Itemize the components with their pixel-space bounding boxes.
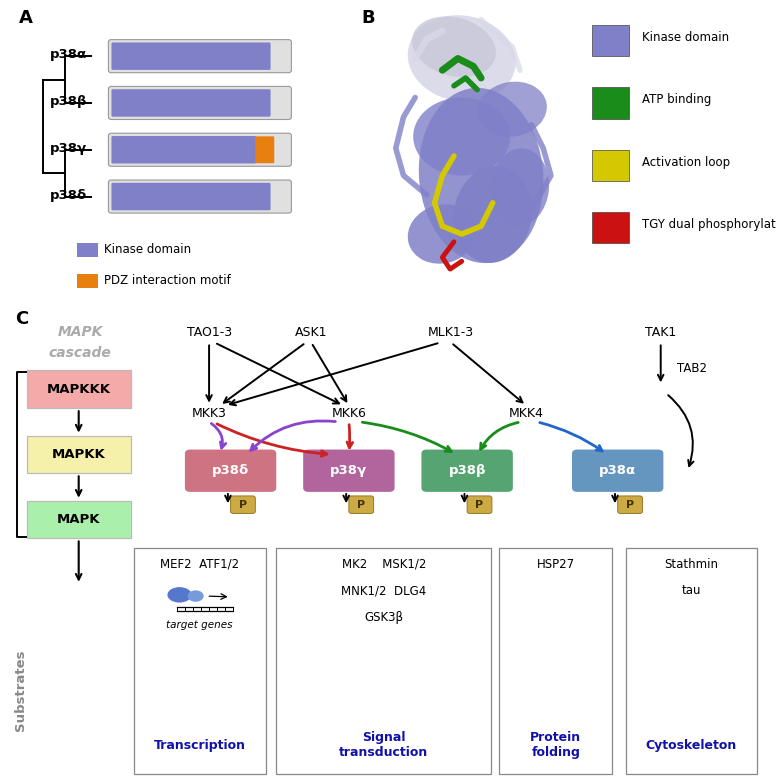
Text: ATP binding: ATP binding — [642, 94, 712, 106]
Ellipse shape — [454, 166, 532, 263]
Text: Transcription: Transcription — [154, 739, 245, 752]
FancyBboxPatch shape — [27, 435, 130, 473]
Text: Stathmin: Stathmin — [664, 558, 719, 571]
FancyBboxPatch shape — [591, 25, 629, 56]
Text: Kinase domain: Kinase domain — [104, 243, 191, 256]
FancyBboxPatch shape — [77, 243, 99, 257]
Text: p38γ: p38γ — [331, 464, 367, 477]
Ellipse shape — [188, 590, 203, 601]
FancyBboxPatch shape — [572, 449, 663, 492]
FancyBboxPatch shape — [112, 183, 271, 211]
FancyBboxPatch shape — [500, 548, 612, 774]
Text: Kinase domain: Kinase domain — [642, 31, 729, 44]
FancyBboxPatch shape — [303, 449, 394, 492]
Ellipse shape — [477, 82, 547, 136]
Text: cascade: cascade — [49, 346, 112, 360]
Text: p38β: p38β — [449, 464, 486, 477]
FancyBboxPatch shape — [625, 548, 757, 774]
Text: p38δ: p38δ — [212, 464, 249, 477]
FancyBboxPatch shape — [230, 496, 255, 513]
Text: p38β: p38β — [50, 95, 87, 108]
Text: Protein
folding: Protein folding — [530, 732, 581, 760]
FancyBboxPatch shape — [112, 89, 271, 117]
Text: P: P — [476, 500, 483, 510]
Ellipse shape — [407, 204, 477, 264]
FancyBboxPatch shape — [349, 496, 373, 513]
Text: Activation loop: Activation loop — [642, 156, 730, 168]
Text: TAK1: TAK1 — [645, 326, 677, 339]
Text: MEF2  ATF1/2: MEF2 ATF1/2 — [160, 558, 239, 571]
FancyBboxPatch shape — [109, 40, 292, 73]
Text: MNK1/2  DLG4: MNK1/2 DLG4 — [341, 584, 427, 597]
FancyBboxPatch shape — [27, 370, 130, 408]
FancyBboxPatch shape — [276, 548, 491, 774]
Text: p38α: p38α — [599, 464, 636, 477]
Text: P: P — [626, 500, 634, 510]
Ellipse shape — [168, 587, 192, 603]
Text: Cytoskeleton: Cytoskeleton — [646, 739, 737, 752]
FancyBboxPatch shape — [591, 150, 629, 181]
FancyBboxPatch shape — [133, 548, 265, 774]
Text: MLK1-3: MLK1-3 — [428, 326, 474, 339]
Text: P: P — [239, 500, 247, 510]
FancyBboxPatch shape — [591, 87, 629, 119]
FancyBboxPatch shape — [467, 496, 492, 513]
Text: MAPKKK: MAPKKK — [47, 383, 111, 395]
Text: B: B — [361, 9, 375, 27]
Text: MKK6: MKK6 — [331, 407, 366, 420]
Text: TGY dual phosphorylation: TGY dual phosphorylation — [642, 218, 776, 231]
Ellipse shape — [412, 16, 496, 77]
Text: TAB2: TAB2 — [677, 363, 707, 375]
Ellipse shape — [490, 148, 549, 226]
Text: PDZ interaction motif: PDZ interaction motif — [104, 275, 230, 287]
FancyBboxPatch shape — [109, 180, 292, 213]
FancyBboxPatch shape — [185, 449, 276, 492]
FancyBboxPatch shape — [109, 87, 292, 119]
Text: p38δ: p38δ — [50, 189, 87, 201]
FancyBboxPatch shape — [112, 136, 256, 164]
Ellipse shape — [413, 98, 511, 176]
Text: tau: tau — [681, 584, 701, 597]
Text: Substrates: Substrates — [15, 650, 27, 731]
Text: A: A — [19, 9, 33, 27]
Ellipse shape — [419, 88, 543, 263]
Text: MK2    MSK1/2: MK2 MSK1/2 — [341, 558, 426, 571]
Text: MKK3: MKK3 — [192, 407, 227, 420]
Text: TAO1-3: TAO1-3 — [186, 326, 232, 339]
FancyBboxPatch shape — [421, 449, 513, 492]
Text: p38γ: p38γ — [50, 142, 87, 154]
FancyBboxPatch shape — [109, 133, 292, 166]
FancyBboxPatch shape — [77, 274, 99, 288]
FancyBboxPatch shape — [255, 136, 274, 163]
Text: P: P — [357, 500, 365, 510]
Text: p38α: p38α — [50, 48, 87, 61]
Text: C: C — [16, 310, 29, 328]
Text: MAPKK: MAPKK — [52, 448, 106, 461]
Text: MAPK: MAPK — [57, 325, 102, 339]
Text: HSP27: HSP27 — [537, 558, 575, 571]
Ellipse shape — [407, 15, 516, 102]
Text: Signal
transduction: Signal transduction — [339, 732, 428, 760]
Text: MAPK: MAPK — [57, 513, 100, 526]
Text: MKK4: MKK4 — [509, 407, 544, 420]
Text: ASK1: ASK1 — [295, 326, 327, 339]
FancyBboxPatch shape — [618, 496, 643, 513]
Text: GSK3β: GSK3β — [364, 611, 404, 624]
FancyBboxPatch shape — [112, 42, 271, 70]
Text: target genes: target genes — [166, 620, 233, 630]
FancyBboxPatch shape — [591, 212, 629, 243]
FancyBboxPatch shape — [27, 501, 130, 538]
